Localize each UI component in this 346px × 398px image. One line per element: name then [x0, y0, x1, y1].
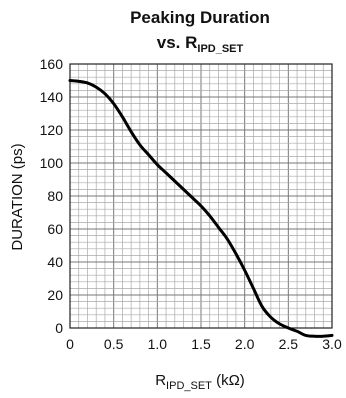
y-tick-label: 120	[40, 122, 64, 138]
plot-grid	[69, 63, 333, 329]
x-tick-labels: 0 0.5 1.0 1.5 2.0 2.5 3.0	[66, 336, 342, 352]
y-tick-label: 140	[40, 89, 64, 105]
y-tick-label: 20	[47, 287, 63, 303]
y-axis-label: DURATION (ps)	[9, 143, 26, 250]
y-tick-label: 40	[47, 254, 63, 270]
y-tick-label: 0	[55, 320, 63, 336]
y-tick-label: 60	[47, 221, 63, 237]
series-line	[68, 79, 334, 338]
x-tick-label: 2.0	[235, 336, 255, 352]
x-tick-label: 1.0	[148, 336, 168, 352]
xlabel-suffix: (kΩ)	[212, 372, 245, 389]
xlabel-subscript: IPD_SET	[166, 380, 212, 392]
x-tick-label: 0.5	[104, 336, 124, 352]
x-tick-label: 3.0	[322, 336, 342, 352]
title-prefix: vs. R	[157, 33, 198, 52]
x-axis-label: RIPD_SET (kΩ)	[155, 372, 245, 392]
y-tick-label: 80	[47, 188, 63, 204]
x-tick-label: 2.5	[279, 336, 299, 352]
x-tick-label: 1.5	[191, 336, 211, 352]
y-tick-label: 100	[40, 155, 64, 171]
chart-title-line1: Peaking Duration	[130, 8, 270, 27]
title-subscript: IPD_SET	[197, 43, 243, 55]
chart-title-line2: vs. RIPD_SET	[157, 33, 244, 55]
x-tick-label: 0	[66, 336, 74, 352]
y-tick-label: 160	[40, 56, 64, 72]
xlabel-prefix: R	[155, 372, 166, 389]
y-tick-labels: 0 20 40 60 80 100 120 140 160	[40, 56, 64, 336]
plot-frame	[69, 63, 333, 329]
